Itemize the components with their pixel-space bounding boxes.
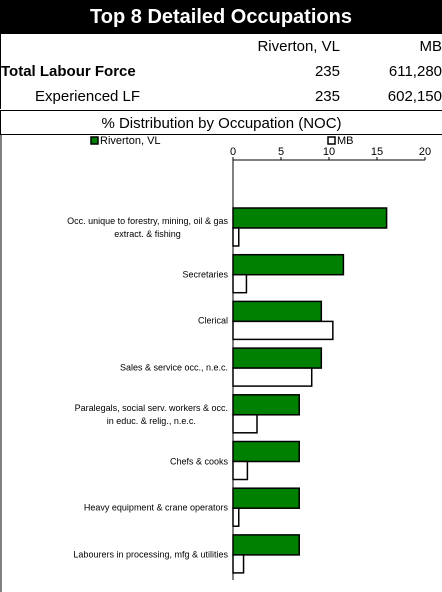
bar <box>232 554 245 574</box>
row-label: Experienced LF <box>35 88 141 105</box>
cell: 602,150 <box>387 88 442 105</box>
header-title: Top 8 Detailed Occupations <box>0 0 442 34</box>
legend-swatch <box>90 136 99 145</box>
bar <box>232 487 300 509</box>
category-label: Clerical <box>197 315 228 326</box>
x-tick-label: 15 <box>371 146 383 158</box>
bar <box>232 507 240 527</box>
bar <box>232 253 345 276</box>
bar <box>232 207 388 229</box>
category-label: Paralegals, social serv. workers & occ. … <box>74 402 228 426</box>
x-tick-label: 5 <box>278 146 284 158</box>
bar <box>232 394 300 416</box>
column-header: Riverton, VL <box>257 38 340 55</box>
chart: Riverton, VL MB 0 5 10 15 20 <box>0 135 431 592</box>
bar <box>232 300 323 323</box>
category-label: Heavy equipment & crane operators <box>83 502 228 513</box>
cell: 235 <box>314 63 340 80</box>
bar <box>232 227 240 247</box>
x-tick-label: 10 <box>323 146 335 158</box>
bar <box>232 367 313 387</box>
category-label: Occ. unique to forestry, mining, oil & g… <box>67 216 228 239</box>
cell: 611,280 <box>388 63 442 80</box>
category-label: Labourers in processing, mfg & utilities <box>73 549 228 560</box>
x-tick-label: 20 <box>419 146 431 158</box>
bar <box>232 273 248 294</box>
table-row: Experienced LF 235 602,150 <box>0 84 442 109</box>
legend-label: Riverton, VL <box>100 135 161 147</box>
bar <box>232 534 300 556</box>
category-label: Chefs & cooks <box>169 456 228 466</box>
table-row: Total Labour Force 235 611,280 <box>0 59 442 84</box>
row-label: Total Labour Force <box>1 63 136 80</box>
bar <box>232 414 258 434</box>
category-label: Secretaries <box>182 269 228 280</box>
x-tick-label: 0 <box>230 146 236 158</box>
legend-swatch <box>327 136 336 145</box>
cell: 235 <box>314 88 340 105</box>
bar <box>232 347 323 369</box>
column-header: MB <box>419 38 442 55</box>
column-row: Riverton, VL MB <box>0 34 442 59</box>
bar <box>232 320 334 341</box>
bar <box>232 440 300 463</box>
chart-title: % Distribution by Occupation (NOC) <box>0 110 442 135</box>
bar <box>232 460 249 481</box>
legend-label: MB <box>337 135 354 147</box>
category-label: Sales & service occ., n.e.c. <box>119 362 228 373</box>
